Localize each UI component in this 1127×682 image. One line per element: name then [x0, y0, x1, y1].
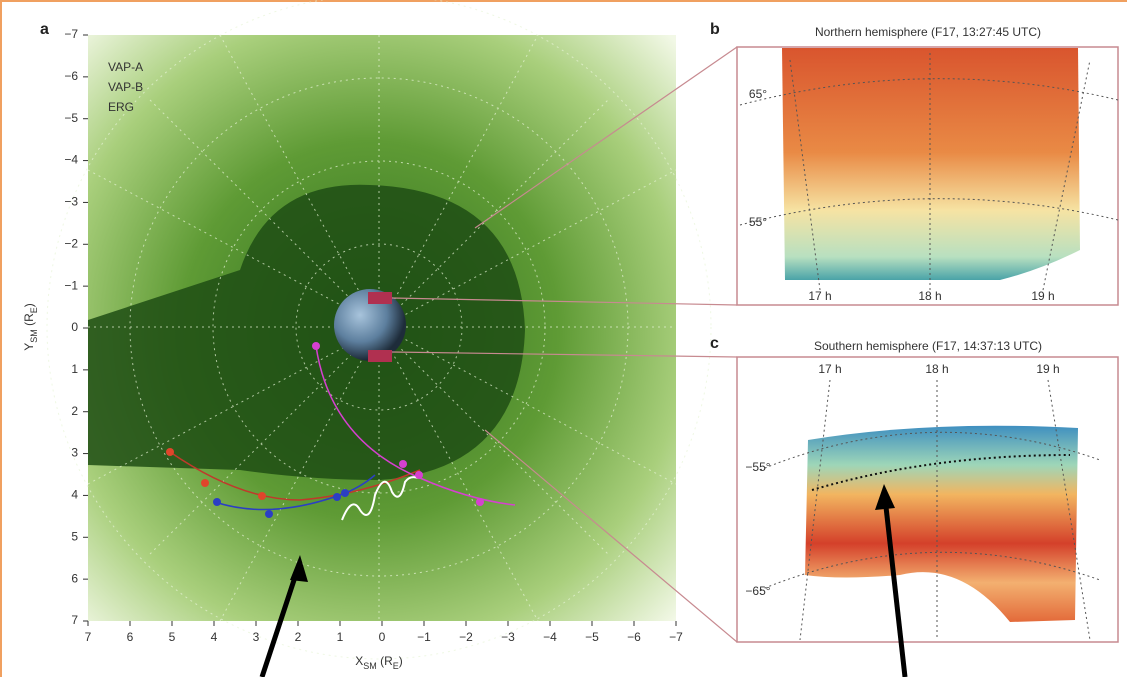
axis-title-part: R [22, 313, 36, 322]
axis-title-part: ) [22, 303, 36, 307]
footprint [368, 350, 392, 362]
y-tick-label: 5 [71, 529, 78, 543]
axis-title-part: ( [377, 654, 384, 668]
axis-title-part: Y [22, 343, 36, 351]
x-tick-label: 1 [337, 630, 344, 644]
axis-title-part: ) [399, 654, 403, 668]
panel-label: b [710, 21, 720, 38]
legend-entry: VAP-B [108, 80, 143, 94]
panel-title: Southern hemisphere (F17, 14:37:13 UTC) [814, 339, 1042, 353]
y-tick-label: 1 [71, 362, 78, 376]
y-tick-label: 2 [71, 404, 78, 418]
x-tick-label: −4 [543, 630, 557, 644]
x-tick-label: 3 [253, 630, 260, 644]
legend-entry: VAP-A [108, 60, 143, 74]
y-tick-label: −6 [64, 69, 78, 83]
x-tick-label: 7 [85, 630, 92, 644]
x-tick-label: 4 [211, 630, 218, 644]
x-tick-label: −7 [669, 630, 683, 644]
x-tick-label: 2 [295, 630, 302, 644]
time-label: 17 h [818, 362, 841, 376]
legend-entry: ERG [108, 100, 134, 114]
y-tick-label: −5 [64, 111, 78, 125]
figure: a XSM (RE) YSM (RE) VAP-A VAP-B ERG 7 6 5 4 3 2… [0, 0, 1127, 677]
y-axis-title: YSM (RE) [22, 303, 39, 351]
y-tick-label: 3 [71, 446, 78, 460]
time-label: 19 h [1036, 362, 1059, 376]
y-tick-label: 4 [71, 488, 78, 502]
y-tick-label: −2 [64, 236, 78, 250]
panel-label: a [40, 21, 49, 38]
axis-title-part: ( [22, 322, 36, 329]
x-tick-label: 0 [379, 630, 386, 644]
x-tick-label: −1 [417, 630, 431, 644]
x-tick-label: 6 [127, 630, 134, 644]
axis-title-part: SM [29, 329, 39, 343]
axis-title-part: SM [363, 661, 377, 671]
y-tick-label: 0 [71, 320, 78, 334]
panel-label: c [710, 335, 719, 352]
x-tick-label: −5 [585, 630, 599, 644]
x-tick-label: −2 [459, 630, 473, 644]
y-tick-label: −4 [64, 153, 78, 167]
x-tick-label: −6 [627, 630, 641, 644]
y-tick-label: −7 [64, 27, 78, 41]
latitude-label: −55° [745, 460, 770, 474]
latitude-label: −65° [745, 584, 770, 598]
x-axis-title: XSM (RE) [355, 654, 403, 671]
latitude-label: 55° [749, 215, 767, 229]
x-tick-label: 5 [169, 630, 176, 644]
panel-title: Northern hemisphere (F17, 13:27:45 UTC) [815, 25, 1041, 39]
time-label: 18 h [925, 362, 948, 376]
x-tick-label: −3 [501, 630, 515, 644]
axis-title-part: R [384, 654, 393, 668]
auroral-image [782, 48, 1080, 280]
y-tick-label: 7 [71, 613, 78, 627]
time-label: 18 h [918, 289, 941, 303]
y-tick-label: −3 [64, 195, 78, 209]
time-label: 17 h [808, 289, 831, 303]
time-label: 19 h [1031, 289, 1054, 303]
footprint [368, 292, 392, 304]
y-tick-label: 6 [71, 571, 78, 585]
axis-title-part: X [355, 654, 363, 668]
y-tick-label: −1 [64, 278, 78, 292]
latitude-label: 65° [749, 87, 767, 101]
